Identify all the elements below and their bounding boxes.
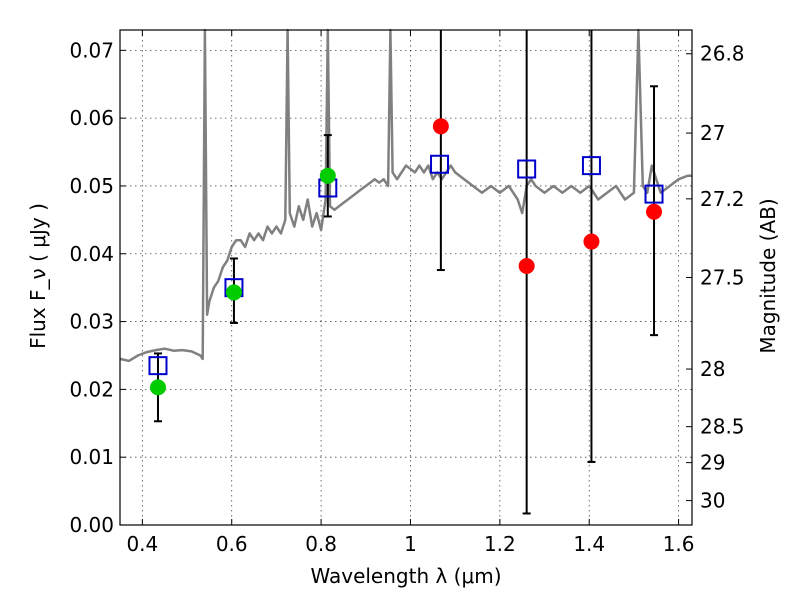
magnitude-tick-label: 26.8 bbox=[700, 42, 745, 66]
y-tick-label: 0.00 bbox=[69, 513, 114, 537]
model-flux-square bbox=[148, 356, 168, 376]
ticks-layer: 0.4 0.6 0.8 1 1.2 1.4 1.6 0.00 0.01 0.02 0.03 0.04 0… bbox=[69, 30, 745, 556]
observed-flux-point-red bbox=[518, 257, 535, 274]
model-flux-square bbox=[581, 156, 601, 176]
markers-layer bbox=[148, 118, 664, 396]
y-tick-label: 0.04 bbox=[69, 242, 114, 266]
model-flux-square bbox=[644, 184, 664, 204]
model-flux-square bbox=[517, 159, 537, 179]
x-tick-label: 0.8 bbox=[305, 532, 337, 556]
magnitude-tick-label: 30 bbox=[700, 489, 725, 513]
error-bars-layer bbox=[153, 30, 659, 515]
magnitude-tick-label: 28.5 bbox=[700, 415, 745, 439]
observed-flux-point-red bbox=[583, 233, 600, 250]
magnitude-tick-label: 28 bbox=[700, 357, 725, 381]
model-spectrum-line bbox=[119, 28, 692, 363]
observed-flux-point-green bbox=[225, 284, 242, 301]
y-axis-title: Flux F_ν ( μJy ) bbox=[26, 203, 50, 349]
x-tick-label: 0.6 bbox=[216, 532, 248, 556]
magnitude-tick-label: 27.5 bbox=[700, 266, 745, 290]
magnitude-tick-label: 29 bbox=[700, 451, 725, 475]
x-tick-label: 1.2 bbox=[484, 532, 516, 556]
x-tick-label: 1 bbox=[404, 532, 417, 556]
model-flux-square bbox=[430, 154, 450, 174]
y-tick-label: 0.01 bbox=[69, 445, 114, 469]
observed-flux-point-green bbox=[149, 379, 166, 396]
y-tick-label: 0.03 bbox=[69, 310, 114, 334]
magnitude-tick-label: 27.2 bbox=[700, 187, 745, 211]
grid bbox=[120, 30, 692, 526]
observed-flux-point-red bbox=[646, 203, 663, 220]
x-tick-label: 0.4 bbox=[126, 532, 158, 556]
y-tick-label: 0.07 bbox=[69, 38, 114, 62]
observed-flux-point-green bbox=[319, 167, 336, 184]
x-tick-label: 1.4 bbox=[573, 532, 605, 556]
model-spectrum-layer bbox=[119, 28, 692, 363]
y-tick-label: 0.02 bbox=[69, 377, 114, 401]
y-tick-label: 0.05 bbox=[69, 174, 114, 198]
observed-flux-point-red bbox=[432, 118, 449, 135]
y-tick-label: 0.06 bbox=[69, 106, 114, 130]
magnitude-tick-label: 27 bbox=[700, 121, 725, 145]
x-tick-label: 1.6 bbox=[663, 532, 695, 556]
x-axis-title: Wavelength λ (μm) bbox=[310, 564, 501, 588]
right-y-axis-title: Magnitude (AB) bbox=[756, 198, 780, 353]
